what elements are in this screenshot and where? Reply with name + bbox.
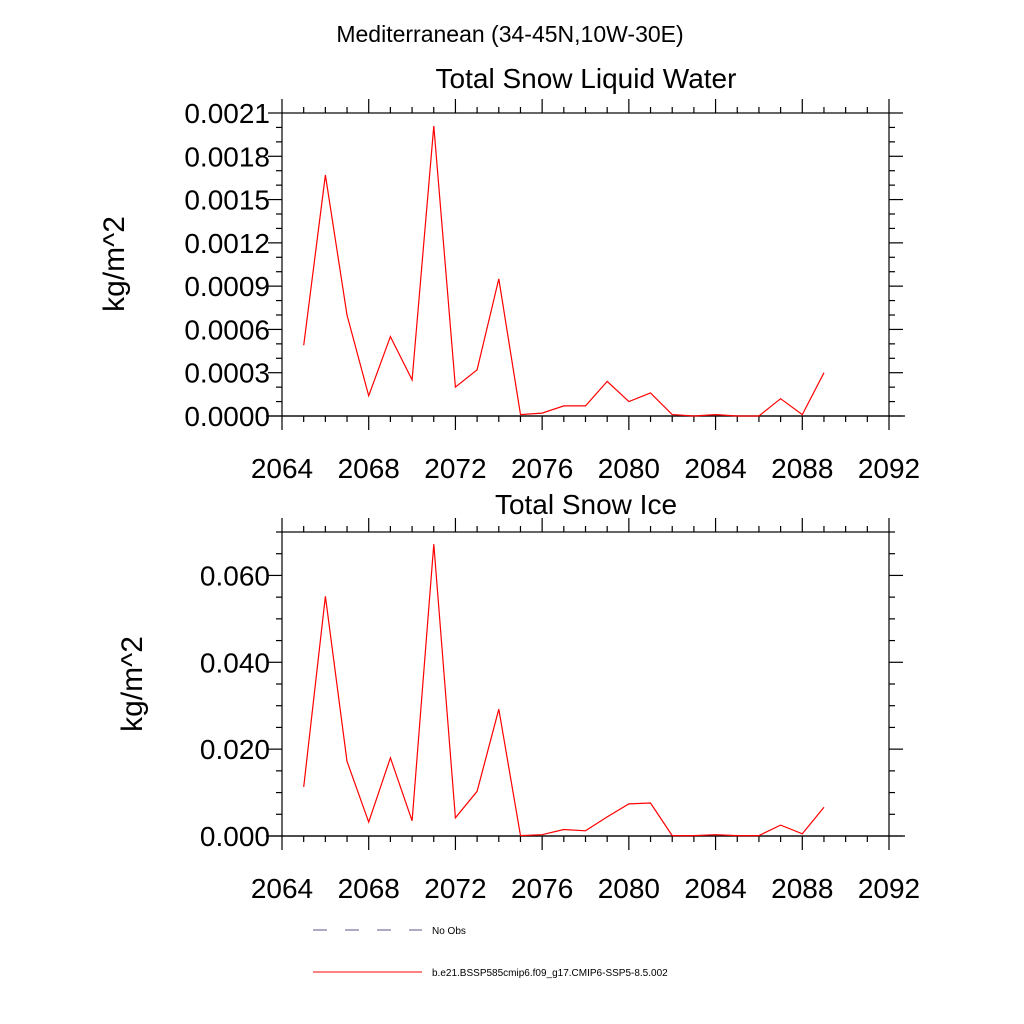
y-tick-label: 0.0021 xyxy=(184,98,270,129)
x-tick-label: 2084 xyxy=(684,453,746,484)
x-tick-label: 2080 xyxy=(598,873,660,904)
y-tick-label: 0.0018 xyxy=(184,141,270,172)
figure-suptitle: Mediterranean (34-45N,10W-30E) xyxy=(336,21,683,47)
x-tick-label: 2092 xyxy=(858,873,920,904)
panel-snow-ice: Total Snow Ice kg/m^2 2064 2068 2072 2076 20… xyxy=(116,489,920,904)
y-tick-label: 0.000 xyxy=(200,821,270,852)
x-tick-label: 2068 xyxy=(338,453,400,484)
panel-snow-liquid-water: Total Snow Liquid Water kg/m^2 2064 2068 2… xyxy=(98,63,920,484)
plot-frame xyxy=(281,531,890,837)
x-tick-label: 2084 xyxy=(684,873,746,904)
y-tick-label: 0.0003 xyxy=(184,358,270,389)
x-tick-label: 2088 xyxy=(771,873,833,904)
legend-label: No Obs xyxy=(432,926,466,937)
y-tick-label: 0.0012 xyxy=(184,228,270,259)
panel-title: Total Snow Ice xyxy=(495,489,677,520)
y-tick-label: 0.040 xyxy=(200,647,270,678)
x-tick-label: 2076 xyxy=(511,873,573,904)
panel-title: Total Snow Liquid Water xyxy=(436,63,737,94)
series-line xyxy=(303,125,825,417)
x-tick-label: 2068 xyxy=(338,873,400,904)
y-tick-label: 0.0015 xyxy=(184,185,270,216)
x-tick-label: 2088 xyxy=(771,453,833,484)
x-tick-label: 2092 xyxy=(858,453,920,484)
legend-label: b.e21.BSSP585cmip6.f09_g17.CMIP6-SSP5-8.… xyxy=(432,968,668,979)
x-tick-label: 2072 xyxy=(424,873,486,904)
x-tick-label: 2064 xyxy=(251,873,313,904)
y-tick-label: 0.0000 xyxy=(184,401,270,432)
y-tick-label: 0.0009 xyxy=(184,271,270,302)
y-tick-label: 0.020 xyxy=(200,734,270,765)
y-tick-label: 0.0006 xyxy=(184,314,270,345)
y-tick-label: 0.060 xyxy=(200,560,270,591)
x-tick-label: 2080 xyxy=(598,453,660,484)
x-tick-label: 2072 xyxy=(424,453,486,484)
y-axis-label: kg/m^2 xyxy=(98,216,131,312)
plot-frame xyxy=(281,112,890,417)
legend: No Obs b.e21.BSSP585cmip6.f09_g17.CMIP6-S… xyxy=(313,926,668,979)
y-axis-label: kg/m^2 xyxy=(116,636,149,732)
x-tick-label: 2076 xyxy=(511,453,573,484)
series-line xyxy=(303,544,825,837)
x-tick-label: 2064 xyxy=(251,453,313,484)
